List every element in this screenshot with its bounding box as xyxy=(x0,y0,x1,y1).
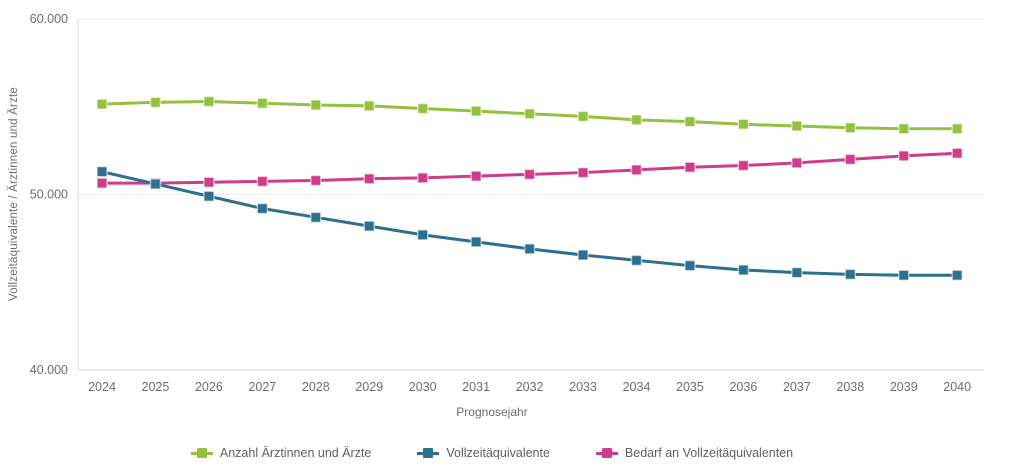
series-0-marker-2024[interactable] xyxy=(96,98,108,110)
series-2-marker-2029[interactable] xyxy=(363,172,375,185)
x-tick-label: 2036 xyxy=(729,380,757,394)
series-1-marker-2027[interactable] xyxy=(256,202,269,215)
series-1-marker-2026[interactable] xyxy=(203,190,215,203)
x-tick-label: 2034 xyxy=(623,380,651,394)
series-1-marker-2030[interactable] xyxy=(416,229,429,241)
x-tick-label: 2027 xyxy=(248,380,276,394)
series-2-marker-2032[interactable] xyxy=(523,168,536,181)
series-0-marker-2038[interactable] xyxy=(844,122,857,134)
legend-swatch-icon xyxy=(595,448,618,458)
series-line-1 xyxy=(101,170,958,277)
series-2-marker-2026[interactable] xyxy=(203,176,215,188)
series-2-marker-2030[interactable] xyxy=(416,172,429,184)
x-tick-label: 2026 xyxy=(195,380,223,394)
series-1-marker-2040[interactable] xyxy=(951,269,963,281)
legend-item-2[interactable]: Bedarf an Vollzeitäquivalenten xyxy=(595,446,794,460)
series-0-marker-2037[interactable] xyxy=(791,120,803,132)
x-tick-label: 2031 xyxy=(462,380,490,394)
legend-label: Anzahl Ärztinnen und Ärzte xyxy=(219,446,372,460)
x-tick-label: 2037 xyxy=(783,380,811,394)
series-0-marker-2029[interactable] xyxy=(363,100,375,112)
x-tick-label: 2025 xyxy=(142,380,170,394)
series-1-marker-2035[interactable] xyxy=(684,259,696,272)
series-1-marker-2039[interactable] xyxy=(898,269,910,281)
legend-label: Bedarf an Vollzeitäquivalenten xyxy=(624,446,794,460)
series-1-marker-2029[interactable] xyxy=(363,220,375,232)
legend-label: Vollzeitäquivalente xyxy=(446,446,550,460)
series-1-marker-2037[interactable] xyxy=(791,266,803,279)
legend-swatch-icon xyxy=(417,448,440,458)
x-tick-label: 2028 xyxy=(302,380,330,394)
series-0-marker-2035[interactable] xyxy=(684,115,696,128)
x-tick-label: 2032 xyxy=(516,380,544,394)
series-0-marker-2026[interactable] xyxy=(203,95,215,108)
series-1-marker-2038[interactable] xyxy=(844,268,857,281)
legend-item-1[interactable]: Vollzeitäquivalente xyxy=(417,446,550,460)
series-2-marker-2028[interactable] xyxy=(310,174,322,187)
series-1-marker-2031[interactable] xyxy=(470,236,482,248)
series-2-marker-2033[interactable] xyxy=(577,166,589,179)
series-2-marker-2024[interactable] xyxy=(96,177,108,189)
chart-legend: Anzahl Ärztinnen und Ärzte Vollzeitäquiva… xyxy=(0,446,984,460)
series-0-marker-2033[interactable] xyxy=(577,110,589,123)
series-1-marker-2024[interactable] xyxy=(96,165,108,178)
series-2-marker-2036[interactable] xyxy=(737,159,750,172)
series-2-marker-2040[interactable] xyxy=(951,147,963,160)
series-0-marker-2025[interactable] xyxy=(149,96,162,109)
series-0-marker-2028[interactable] xyxy=(310,99,322,111)
series-0-marker-2040[interactable] xyxy=(951,122,963,135)
series-2-marker-2038[interactable] xyxy=(844,153,857,166)
legend-swatch-icon xyxy=(190,448,213,458)
y-axis-title: Vollzeitäquivalente / Ärztinnen und Ärzt… xyxy=(8,86,20,302)
series-1-marker-2036[interactable] xyxy=(737,264,750,276)
series-1-marker-2025[interactable] xyxy=(149,178,162,190)
series-1-marker-2034[interactable] xyxy=(630,254,643,267)
series-1-marker-2033[interactable] xyxy=(577,249,589,261)
y-tick-label: 60.000 xyxy=(30,12,68,26)
x-tick-label: 2024 xyxy=(88,380,116,394)
series-0-marker-2030[interactable] xyxy=(416,102,429,115)
x-tick-label: 2040 xyxy=(943,380,971,394)
legend-item-0[interactable]: Anzahl Ärztinnen und Ärzte xyxy=(190,446,372,460)
series-0-marker-2027[interactable] xyxy=(256,97,269,109)
series-0-marker-2039[interactable] xyxy=(898,122,910,135)
series-2-marker-2031[interactable] xyxy=(470,170,482,182)
x-tick-label: 2029 xyxy=(355,380,383,394)
series-2-marker-2039[interactable] xyxy=(898,150,910,162)
x-axis-title: Prognosejahr xyxy=(456,405,528,419)
series-2-marker-2027[interactable] xyxy=(256,175,269,188)
x-tick-label: 2038 xyxy=(836,380,864,394)
series-1-marker-2032[interactable] xyxy=(523,243,536,255)
series-1-marker-2028[interactable] xyxy=(310,211,322,224)
series-0-marker-2031[interactable] xyxy=(470,105,482,117)
series-0-marker-2032[interactable] xyxy=(523,108,536,120)
series-0-marker-2036[interactable] xyxy=(737,118,750,131)
series-0-marker-2034[interactable] xyxy=(630,114,643,126)
x-tick-label: 2035 xyxy=(676,380,704,394)
x-tick-label: 2030 xyxy=(409,380,437,394)
y-tick-label: 50.000 xyxy=(30,188,68,202)
series-2-marker-2037[interactable] xyxy=(791,157,803,169)
x-tick-label: 2039 xyxy=(890,380,918,394)
x-tick-label: 2033 xyxy=(569,380,597,394)
y-tick-label: 40.000 xyxy=(30,363,68,377)
series-2-marker-2035[interactable] xyxy=(684,161,696,174)
series-2-marker-2034[interactable] xyxy=(630,164,643,176)
